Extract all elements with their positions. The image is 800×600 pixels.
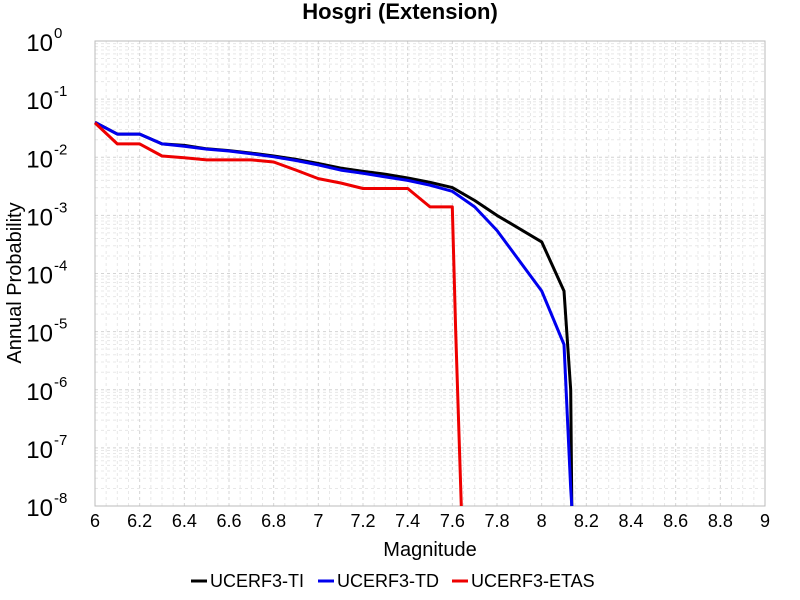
y-tick-exponent: -4 xyxy=(54,258,67,275)
y-tick-label: 10 xyxy=(26,379,53,406)
x-axis-label: Magnitude xyxy=(383,539,476,561)
y-tick-label: 10 xyxy=(26,146,53,173)
y-tick-exponent: -6 xyxy=(54,374,67,391)
legend-label: UCERF3-TI xyxy=(210,571,304,591)
y-tick-label: 10 xyxy=(26,204,53,231)
y-tick-label: 10 xyxy=(26,30,53,57)
y-tick-exponent: -3 xyxy=(54,199,67,216)
x-tick-label: 7.6 xyxy=(440,511,465,531)
x-tick-label: 8.2 xyxy=(574,511,599,531)
series-line-ucerf3-td xyxy=(94,120,574,507)
y-axis-label: Annual Probability xyxy=(4,202,26,363)
x-tick-label: 7.2 xyxy=(350,511,375,531)
y-tick-label: 10 xyxy=(26,321,53,348)
x-tick-labels: 6 6.2 6.4 6.6 6.8 7 7.2 7.4 7.6 7.8 8 8.2 8.4 8.6 8.8 9 xyxy=(90,511,770,531)
x-tick-label: 7.8 xyxy=(484,511,509,531)
chart-title: Hosgri (Extension) xyxy=(302,0,498,24)
legend-label: UCERF3-TD xyxy=(337,571,439,591)
x-tick-label: 6.6 xyxy=(216,511,241,531)
plot-area xyxy=(94,40,766,507)
x-tick-label: 8.6 xyxy=(663,511,688,531)
y-tick-label: 10 xyxy=(26,263,53,290)
x-tick-label: 8 xyxy=(537,511,547,531)
y-tick-exponent: -1 xyxy=(54,83,67,100)
series-lines xyxy=(93,120,574,507)
y-tick-exponent: -7 xyxy=(54,432,67,449)
x-tick-label: 6 xyxy=(90,511,100,531)
x-tick-label: 8.8 xyxy=(708,511,733,531)
y-tick-label: 10 xyxy=(26,495,53,522)
y-tick-exponent: 0 xyxy=(54,25,62,42)
x-tick-label: 9 xyxy=(760,511,770,531)
x-tick-label: 6.4 xyxy=(172,511,197,531)
legend-label: UCERF3-ETAS xyxy=(471,571,595,591)
x-tick-label: 8.4 xyxy=(618,511,643,531)
y-tick-exponent: -2 xyxy=(54,141,67,158)
x-tick-label: 6.8 xyxy=(261,511,286,531)
minor-gridlines xyxy=(95,41,765,506)
y-tick-label: 10 xyxy=(26,88,53,115)
y-tick-label: 10 xyxy=(26,437,53,464)
y-tick-exponent: -8 xyxy=(54,490,67,507)
x-tick-label: 7 xyxy=(313,511,323,531)
y-tick-exponent: -5 xyxy=(54,316,67,333)
series-line-ucerf3-etas xyxy=(93,121,463,507)
x-tick-label: 7.4 xyxy=(395,511,420,531)
x-tick-label: 6.2 xyxy=(127,511,152,531)
legend: UCERF3-TI UCERF3-TD UCERF3-ETAS xyxy=(191,571,595,591)
